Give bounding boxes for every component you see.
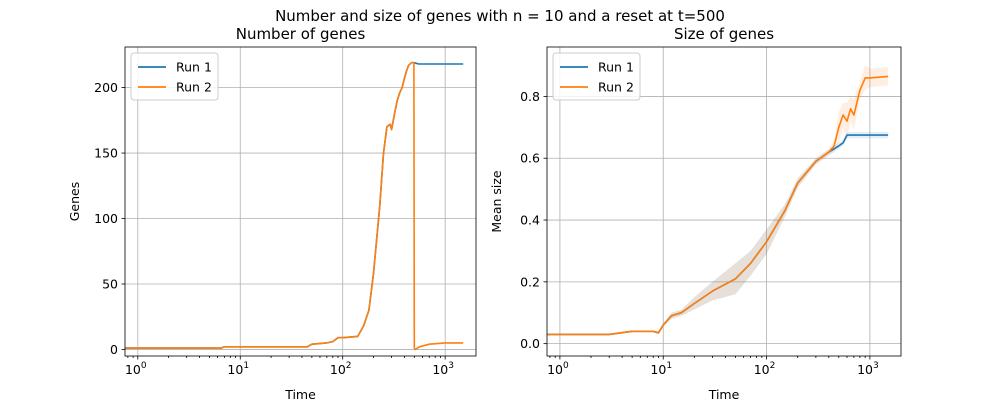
x-axis-label: Time xyxy=(284,387,316,400)
x-tick-label: 102 xyxy=(330,361,352,377)
legend-label-run-1: Run 1 xyxy=(176,60,212,75)
x-tick-label: 101 xyxy=(227,361,249,377)
y-tick-label: 0.6 xyxy=(520,151,540,166)
y-tick-label: 200 xyxy=(94,80,118,95)
x-tick-label: 103 xyxy=(857,361,879,377)
y-tick-label: 0.0 xyxy=(520,336,540,351)
legend-label-run-2: Run 2 xyxy=(598,80,634,95)
plot-area xyxy=(547,65,889,336)
legend-box xyxy=(552,52,641,101)
legend-label-run-1: Run 1 xyxy=(598,60,634,75)
legend-box xyxy=(130,52,219,101)
y-axis-label: Mean size xyxy=(489,170,504,233)
series-line-run-2 xyxy=(125,61,464,351)
x-tick-label: 103 xyxy=(432,361,454,377)
x-tick-label: 100 xyxy=(125,361,147,377)
panel-title: Number of genes xyxy=(236,25,366,43)
series-line-run-2 xyxy=(547,75,889,336)
legend-label-run-2: Run 2 xyxy=(176,80,212,95)
y-tick-label: 100 xyxy=(94,211,118,226)
series-band-run-2 xyxy=(547,65,889,335)
panel-size-of-genes: 100 101 102 103 0.0 0.2 0.4 0.6 0.8 Size of genes… xyxy=(489,25,902,400)
figure-suptitle: Number and size of genes with n = 10 and… xyxy=(275,7,725,25)
legend: Run 1 Run 2 xyxy=(130,52,219,101)
legend: Run 1 Run 2 xyxy=(552,52,641,101)
y-tick-label: 150 xyxy=(94,146,118,161)
y-tick-label: 0 xyxy=(110,342,118,357)
x-tick-label: 102 xyxy=(754,361,776,377)
panel-title: Size of genes xyxy=(674,25,774,43)
x-tick-label: 101 xyxy=(650,361,672,377)
x-axis-label: Time xyxy=(708,387,740,400)
panel-number-of-genes: 100 101 102 103 0 50 100 150 200 Number of genes T… xyxy=(67,25,477,400)
series-band-run-1 xyxy=(547,132,889,335)
plot-area xyxy=(125,61,464,351)
axes-frame xyxy=(546,46,902,357)
x-tick-label: 100 xyxy=(547,361,569,377)
y-axis-label: Genes xyxy=(67,182,82,222)
y-tick-label: 0.8 xyxy=(520,89,540,104)
axes-frame xyxy=(124,46,477,357)
y-tick-label: 0.4 xyxy=(520,213,540,228)
y-tick-label: 0.2 xyxy=(520,274,540,289)
y-tick-label: 50 xyxy=(102,276,118,291)
